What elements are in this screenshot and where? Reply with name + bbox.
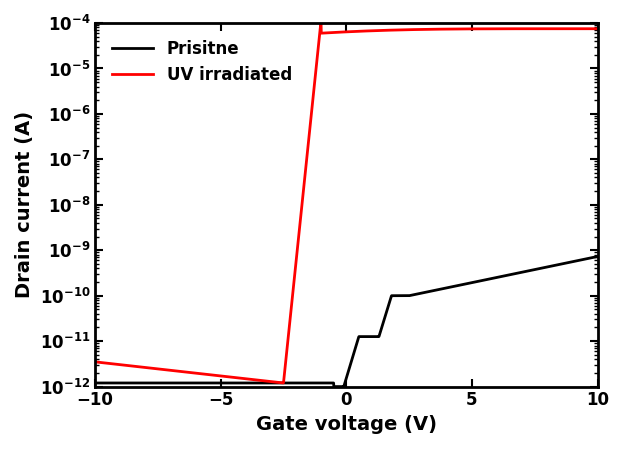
Prisitne	[580, 257, 587, 262]
UV irradiated	[317, 18, 324, 23]
Prisitne	[579, 257, 587, 262]
UV irradiated	[580, 26, 587, 31]
UV irradiated	[91, 359, 99, 365]
Prisitne	[330, 384, 338, 389]
Prisitne	[487, 276, 495, 282]
Prisitne	[336, 384, 343, 389]
UV irradiated	[487, 26, 495, 31]
Prisitne	[91, 380, 99, 386]
Line: Prisitne: Prisitne	[95, 256, 598, 387]
Prisitne	[594, 254, 602, 259]
Line: UV irradiated: UV irradiated	[95, 21, 598, 383]
UV irradiated	[594, 26, 602, 31]
UV irradiated	[336, 30, 344, 35]
X-axis label: Gate voltage (V): Gate voltage (V)	[256, 415, 437, 434]
UV irradiated	[323, 30, 330, 35]
Y-axis label: Drain current (A): Drain current (A)	[15, 111, 34, 299]
Prisitne	[117, 380, 124, 386]
UV irradiated	[280, 380, 287, 386]
UV irradiated	[580, 26, 587, 31]
Legend: Prisitne, UV irradiated: Prisitne, UV irradiated	[104, 31, 300, 92]
UV irradiated	[117, 362, 124, 367]
Prisitne	[323, 380, 330, 386]
